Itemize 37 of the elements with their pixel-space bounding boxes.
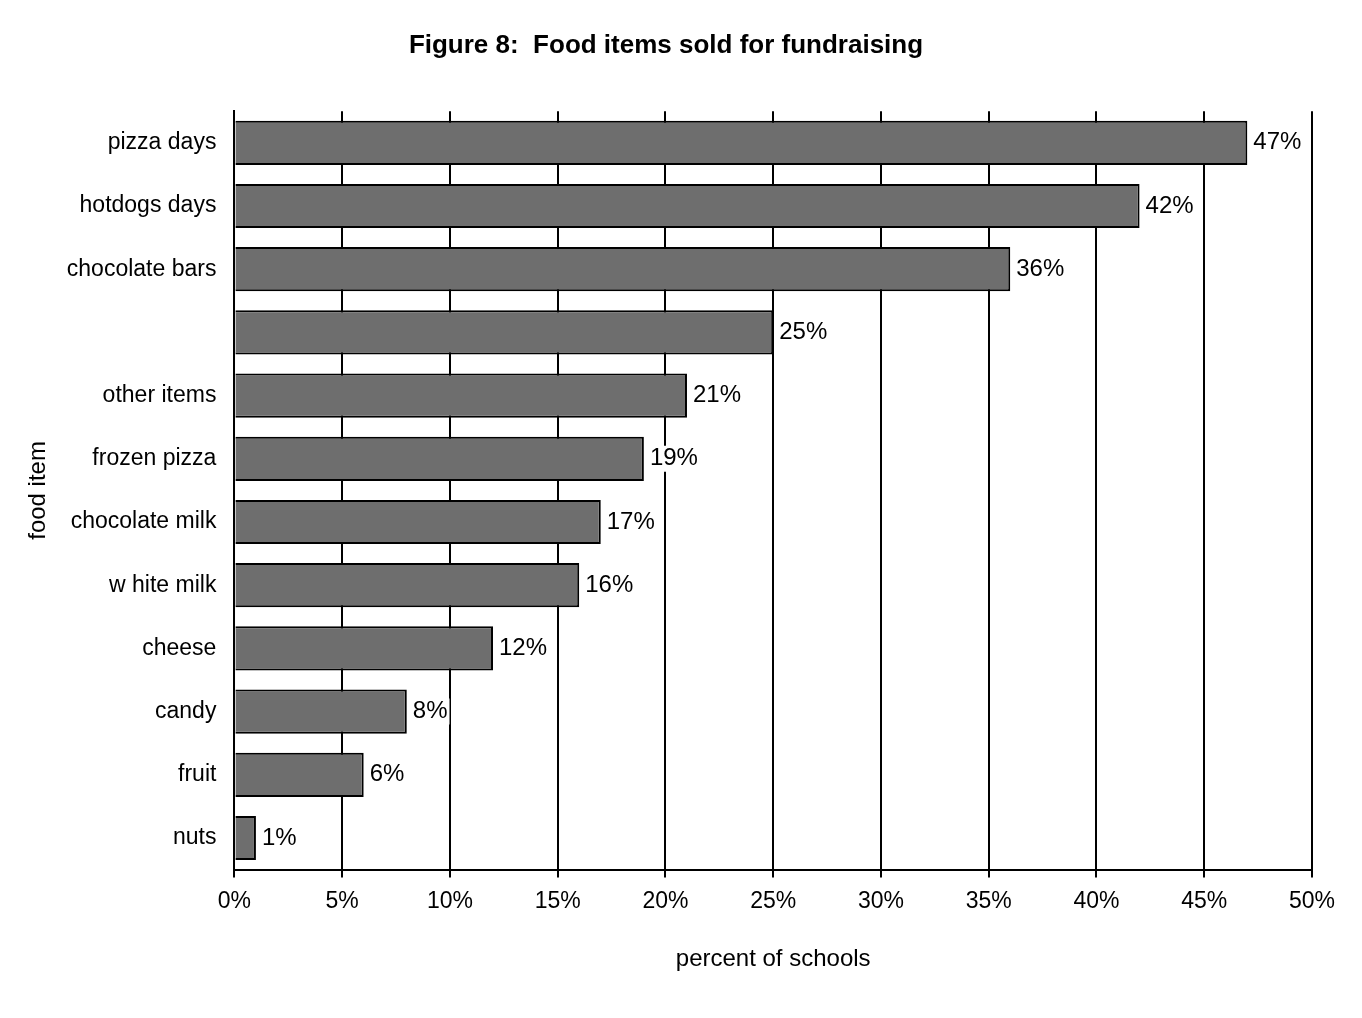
data-label: 16% — [585, 569, 634, 597]
data-label: 25% — [779, 317, 828, 345]
x-tick-label: 30% — [857, 886, 904, 913]
x-tick-label: 40% — [1073, 886, 1120, 913]
x-axis-title: percent of schools — [675, 944, 871, 972]
data-label: 1% — [261, 822, 297, 850]
y-axis-title: food item — [23, 441, 51, 540]
data-label: 12% — [499, 633, 548, 661]
y-tick-label: cheese — [142, 633, 217, 660]
x-tick-label: 20% — [642, 886, 689, 913]
y-tick-label: candy — [155, 696, 217, 723]
x-tick-label: 45% — [1181, 886, 1228, 913]
y-tick-label: nuts — [172, 823, 217, 850]
y-tick-label: w hite milk — [108, 570, 217, 597]
x-tick-label: 25% — [750, 886, 797, 913]
x-tick-label: 5% — [325, 886, 359, 913]
data-label: 21% — [692, 380, 742, 408]
y-tick-label: frozen pizza — [92, 444, 217, 471]
y-tick-label: chocolate milk — [70, 507, 217, 534]
x-tick-label: 15% — [534, 886, 581, 913]
data-label: 6% — [369, 759, 405, 787]
chart-title: Figure 8: Food items sold for fundraising — [408, 28, 924, 59]
y-tick-label: hotdogs days — [79, 191, 217, 218]
data-label: 47% — [1253, 127, 1302, 155]
y-tick-label: fruit — [178, 760, 217, 787]
x-tick-label: 50% — [1288, 886, 1336, 913]
x-tick-label: 10% — [426, 886, 473, 913]
data-label: 17% — [606, 506, 655, 534]
x-tick-label: 0% — [217, 886, 252, 913]
data-label: 19% — [649, 443, 698, 471]
data-label: 42% — [1145, 190, 1194, 218]
x-tick-label: 35% — [965, 886, 1012, 913]
data-label: 8% — [412, 696, 448, 724]
y-tick-label: other items — [102, 380, 217, 407]
y-tick-label: chocolate bars — [66, 254, 217, 281]
y-tick-label: pizza days — [107, 128, 217, 155]
data-label: 36% — [1016, 253, 1065, 281]
